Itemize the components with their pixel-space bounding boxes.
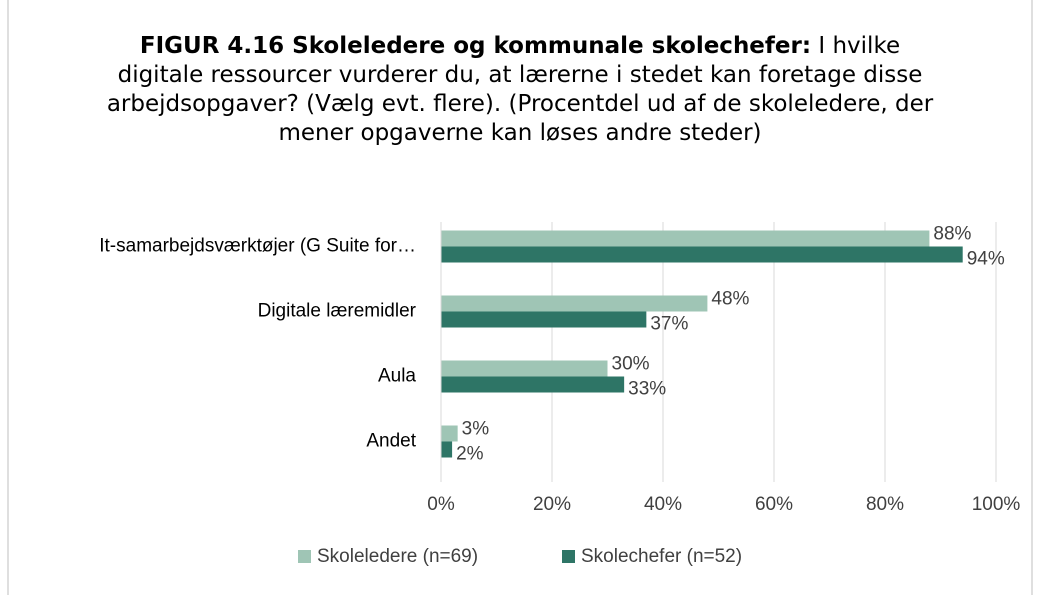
value-label: 3% xyxy=(462,419,490,440)
value-label: 37% xyxy=(650,314,688,335)
value-label: 48% xyxy=(711,289,749,310)
chart-title: FIGUR 4.16 Skoleledere og kommunale skol… xyxy=(139,33,812,59)
value-label: 94% xyxy=(967,249,1005,270)
value-label: 88% xyxy=(933,224,971,245)
x-tick-label: 20% xyxy=(533,494,571,515)
x-tick-label: 80% xyxy=(866,494,904,515)
value-label: 2% xyxy=(456,444,484,465)
chart-border xyxy=(7,0,1033,595)
category-label: Andet xyxy=(366,431,416,452)
bar xyxy=(441,376,625,393)
value-label: 30% xyxy=(612,354,650,375)
chart-subtitle: I hvilke digitale ressourcer vurderer du… xyxy=(106,33,934,146)
legend-label: Skolechefer (n=52) xyxy=(581,546,742,567)
legend-label: Skoleledere (n=69) xyxy=(317,546,478,567)
bar xyxy=(441,360,608,377)
x-tick-label: 40% xyxy=(644,494,682,515)
bar xyxy=(441,295,708,312)
legend-swatch xyxy=(562,550,575,563)
bar xyxy=(441,425,458,442)
category-label: Digitale læremidler xyxy=(258,301,417,322)
category-label: It-samarbejdsværktøjer (G Suite for… xyxy=(99,236,416,257)
x-tick-label: 100% xyxy=(972,494,1021,515)
x-tick-label: 60% xyxy=(755,494,793,515)
bar xyxy=(441,230,930,247)
value-label: 33% xyxy=(628,379,666,400)
title-block: FIGUR 4.16 Skoleledere og kommunale skol… xyxy=(95,32,945,148)
bar xyxy=(441,441,453,458)
legend-swatch xyxy=(298,550,311,563)
category-label: Aula xyxy=(378,366,416,387)
bar xyxy=(441,311,647,328)
x-tick-label: 0% xyxy=(427,494,455,515)
bar xyxy=(441,246,963,263)
